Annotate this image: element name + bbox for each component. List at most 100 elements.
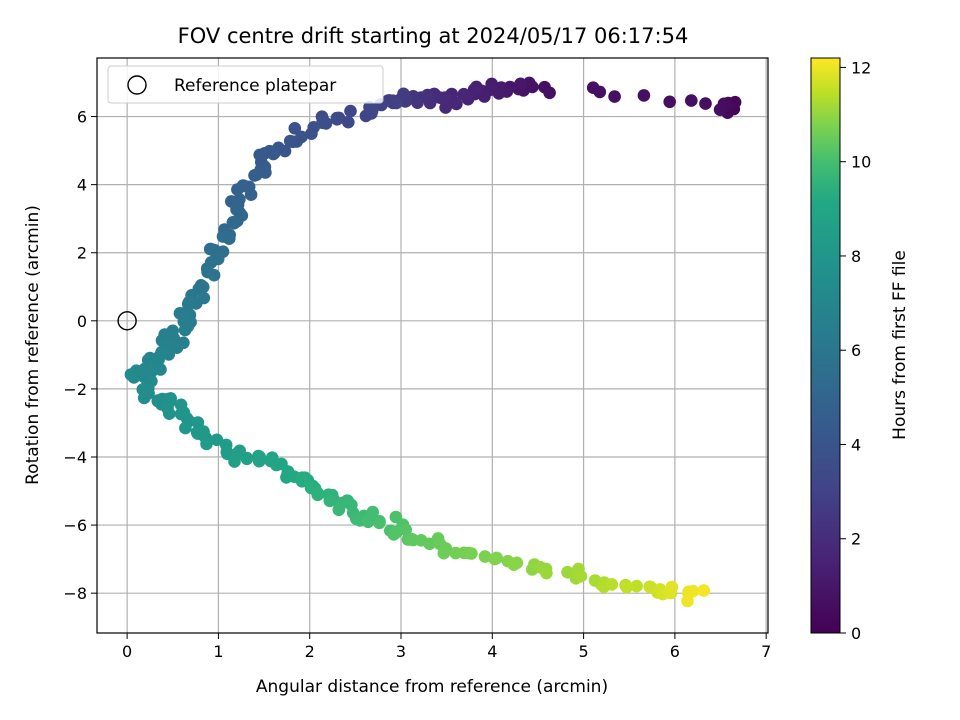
data-point <box>137 391 151 405</box>
data-point <box>373 516 386 530</box>
y-tick-label: 6 <box>77 108 87 127</box>
data-point <box>361 513 375 527</box>
data-point <box>235 209 249 222</box>
data-point <box>330 111 344 125</box>
data-point <box>457 87 471 101</box>
grid-lines <box>97 58 768 633</box>
x-tick-label: 6 <box>670 642 680 661</box>
y-tick-label: 4 <box>77 176 87 195</box>
data-point <box>191 416 205 429</box>
data-point <box>697 584 710 597</box>
colorbar-label: Hours from first FF file <box>890 250 910 440</box>
y-tick-label: −6 <box>63 516 87 535</box>
legend-box <box>107 65 384 104</box>
data-point <box>267 147 280 161</box>
data-points <box>124 76 742 608</box>
x-tick-label: 7 <box>761 642 771 661</box>
data-point <box>158 328 171 341</box>
colorbar-tick-label: 10 <box>851 153 871 172</box>
data-point <box>699 97 712 110</box>
data-point <box>507 558 521 571</box>
data-point <box>399 523 413 536</box>
data-point <box>714 102 728 116</box>
reference-platepar-marker <box>117 311 137 331</box>
data-point <box>681 594 694 608</box>
x-tick-label: 0 <box>122 642 132 661</box>
data-point <box>180 412 194 425</box>
data-point <box>196 280 210 294</box>
data-point <box>465 547 478 560</box>
data-point <box>244 188 258 201</box>
data-point <box>467 83 481 96</box>
y-axis-ticks: −8 −6 −4 −2 0 2 4 6 <box>63 108 97 603</box>
legend: Reference platepar <box>107 65 384 104</box>
y-tick-label: −8 <box>63 584 87 603</box>
data-point <box>387 528 401 541</box>
data-point <box>363 100 376 114</box>
y-tick-label: −4 <box>63 448 87 467</box>
x-tick-label: 2 <box>305 642 315 661</box>
data-point <box>437 546 451 560</box>
data-point <box>586 81 600 94</box>
colorbar <box>810 57 841 634</box>
legend-marker <box>127 75 147 95</box>
y-tick-label: −2 <box>63 380 87 399</box>
y-tick-label: 0 <box>77 312 87 331</box>
colorbar-ticks: 0 2 4 6 8 10 12 <box>840 58 871 643</box>
colorbar-tick-label: 8 <box>851 247 861 266</box>
data-point <box>438 91 452 104</box>
data-point <box>223 232 236 245</box>
data-point <box>124 368 138 381</box>
data-point <box>305 127 318 140</box>
data-point <box>145 365 158 378</box>
colorbar-tick-label: 12 <box>851 58 871 77</box>
colorbar-tick-label: 6 <box>851 341 861 360</box>
data-point <box>200 437 213 451</box>
data-point <box>332 503 346 517</box>
data-point <box>344 104 357 118</box>
data-point <box>397 87 410 101</box>
data-point <box>686 584 700 598</box>
data-point <box>240 451 254 465</box>
data-point <box>295 475 309 488</box>
x-axis-ticks: 0 1 2 3 4 5 6 7 <box>122 633 771 661</box>
data-point <box>605 578 619 591</box>
data-point <box>238 179 251 193</box>
colorbar-tick-label: 0 <box>851 624 861 643</box>
data-point <box>278 144 292 158</box>
x-tick-label: 1 <box>213 642 223 661</box>
data-point <box>439 101 452 114</box>
data-point <box>250 168 263 182</box>
data-point <box>288 122 302 135</box>
data-point <box>685 94 698 107</box>
x-tick-label: 5 <box>578 642 588 661</box>
data-point <box>630 579 643 593</box>
data-point <box>538 80 551 94</box>
data-point <box>179 421 192 435</box>
data-point <box>228 455 241 468</box>
plot-frame <box>96 57 769 634</box>
data-point <box>665 580 679 594</box>
data-point <box>608 90 621 103</box>
colorbar-tick-label: 2 <box>851 530 861 549</box>
data-point <box>488 552 502 566</box>
data-point <box>207 268 221 282</box>
colorbar-tick-label: 4 <box>851 435 861 454</box>
data-point <box>637 89 651 102</box>
data-point <box>311 488 325 502</box>
y-tick-label: 2 <box>77 244 87 263</box>
data-point <box>514 77 527 91</box>
data-point <box>163 407 176 421</box>
x-axis-label: Angular distance from reference (arcmin) <box>256 677 608 697</box>
data-point <box>478 550 492 563</box>
legend-entry-label: Reference platepar <box>174 76 336 96</box>
data-point <box>448 95 461 109</box>
y-axis-label: Rotation from reference (arcmin) <box>23 205 43 485</box>
data-point <box>663 95 676 109</box>
data-point <box>283 134 297 148</box>
data-point <box>390 96 403 110</box>
data-point <box>540 566 553 580</box>
data-point <box>226 216 240 229</box>
data-point <box>210 433 224 447</box>
